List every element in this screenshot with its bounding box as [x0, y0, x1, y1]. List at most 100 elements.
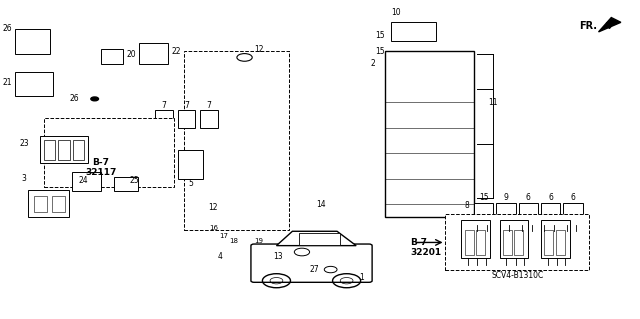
- Text: 6: 6: [571, 193, 575, 202]
- Text: 4: 4: [218, 252, 222, 261]
- Bar: [240, 77, 256, 88]
- Bar: [299, 233, 340, 245]
- Bar: [34, 196, 47, 212]
- Bar: [262, 77, 278, 88]
- Text: 27: 27: [310, 265, 319, 274]
- Text: 32201: 32201: [410, 248, 442, 256]
- Bar: [385, 51, 474, 217]
- Text: 7: 7: [162, 101, 166, 110]
- Bar: [58, 140, 70, 160]
- Text: 14: 14: [316, 200, 326, 209]
- Text: 20: 20: [127, 50, 136, 59]
- Bar: [541, 203, 560, 225]
- Bar: [262, 140, 278, 152]
- Bar: [52, 196, 65, 212]
- Bar: [218, 77, 234, 88]
- Bar: [73, 140, 84, 160]
- Bar: [40, 136, 88, 163]
- Text: 15: 15: [375, 47, 385, 56]
- Bar: [497, 203, 516, 225]
- Bar: [240, 156, 256, 167]
- Polygon shape: [598, 18, 621, 32]
- Text: 16: 16: [209, 225, 218, 231]
- Bar: [184, 51, 289, 230]
- Bar: [218, 188, 234, 199]
- Bar: [563, 203, 582, 225]
- Bar: [218, 140, 234, 152]
- Text: 9: 9: [504, 193, 509, 202]
- Bar: [240, 124, 256, 136]
- Text: 21: 21: [3, 78, 12, 87]
- Text: FR.: FR.: [579, 20, 597, 31]
- Text: 7: 7: [184, 101, 189, 110]
- Bar: [461, 220, 490, 258]
- Bar: [503, 230, 512, 255]
- Bar: [262, 156, 278, 167]
- Text: 6: 6: [548, 193, 553, 202]
- Text: 8: 8: [464, 201, 469, 210]
- Text: 23: 23: [19, 139, 29, 148]
- Bar: [140, 43, 168, 64]
- Bar: [156, 110, 173, 128]
- Bar: [262, 188, 278, 199]
- Bar: [44, 118, 174, 187]
- Text: 13: 13: [273, 252, 283, 261]
- Text: 32117: 32117: [85, 168, 116, 177]
- Bar: [72, 172, 101, 191]
- Bar: [208, 72, 281, 215]
- FancyBboxPatch shape: [251, 244, 372, 282]
- Bar: [476, 230, 485, 255]
- Bar: [262, 172, 278, 183]
- Bar: [541, 220, 570, 258]
- Text: 1: 1: [360, 273, 364, 282]
- Bar: [218, 108, 234, 120]
- Bar: [465, 230, 474, 255]
- Text: 18: 18: [229, 238, 238, 244]
- Text: 5: 5: [188, 179, 193, 188]
- Bar: [218, 124, 234, 136]
- Text: 11: 11: [488, 98, 498, 107]
- Text: 12: 12: [208, 203, 218, 212]
- Text: 26: 26: [69, 94, 79, 103]
- Bar: [240, 172, 256, 183]
- Bar: [262, 93, 278, 104]
- Text: 15: 15: [375, 31, 385, 40]
- Text: B-7: B-7: [410, 238, 428, 247]
- Text: 24: 24: [79, 176, 88, 185]
- Text: 19: 19: [254, 238, 263, 244]
- Bar: [515, 230, 524, 255]
- Bar: [28, 190, 69, 217]
- Text: 7: 7: [206, 101, 211, 110]
- Text: 22: 22: [172, 47, 180, 56]
- Bar: [445, 214, 589, 270]
- Text: 3: 3: [22, 174, 26, 183]
- Text: 10: 10: [391, 8, 401, 17]
- Bar: [177, 150, 203, 179]
- Bar: [218, 156, 234, 167]
- Bar: [519, 203, 538, 225]
- Circle shape: [91, 97, 99, 101]
- Bar: [474, 203, 493, 225]
- Bar: [500, 220, 529, 258]
- Bar: [262, 124, 278, 136]
- Bar: [391, 22, 436, 41]
- Text: 2: 2: [371, 59, 376, 68]
- Bar: [15, 29, 50, 54]
- Bar: [44, 140, 55, 160]
- Text: SCV4-B1310C: SCV4-B1310C: [492, 271, 543, 280]
- Text: 12: 12: [254, 45, 264, 54]
- Bar: [556, 230, 564, 255]
- Bar: [240, 140, 256, 152]
- Bar: [545, 230, 553, 255]
- Bar: [114, 177, 138, 191]
- Bar: [218, 172, 234, 183]
- Bar: [240, 93, 256, 104]
- Polygon shape: [276, 231, 356, 246]
- Bar: [177, 110, 195, 128]
- Bar: [200, 110, 218, 128]
- Text: 25: 25: [130, 176, 140, 185]
- Bar: [218, 93, 234, 104]
- Bar: [240, 108, 256, 120]
- Bar: [262, 108, 278, 120]
- Bar: [101, 49, 124, 64]
